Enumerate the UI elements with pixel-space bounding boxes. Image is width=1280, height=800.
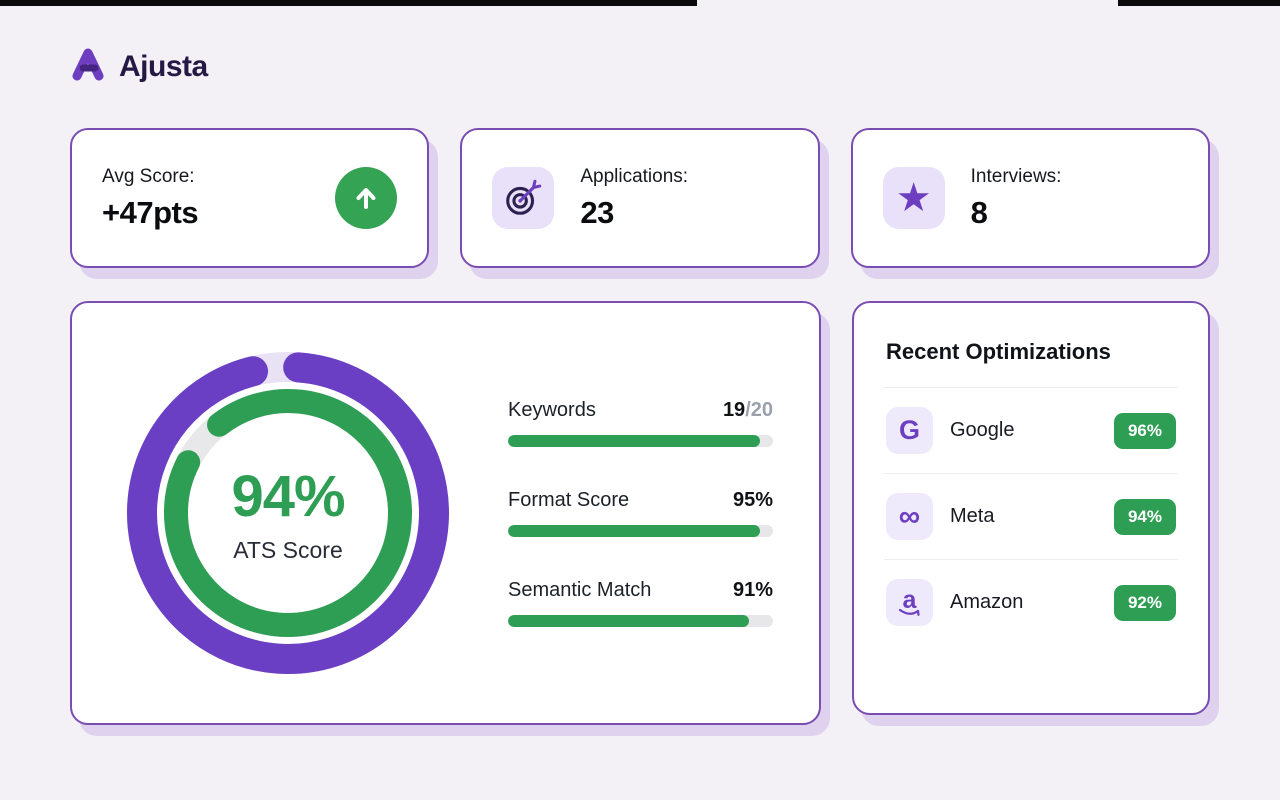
metric-top: Format Score 95%	[508, 489, 773, 512]
stat-label-interviews: Interviews:	[970, 165, 1062, 187]
metric-value: 91%	[733, 579, 773, 602]
donut-rings	[127, 352, 449, 674]
metric-value-main: 91%	[732, 579, 773, 601]
stat-card-avg-score: Avg Score: +47pts	[70, 128, 430, 268]
meta-infinity-glyph: ∞	[898, 499, 921, 533]
company-name: Meta	[950, 505, 995, 527]
main-row: 94% ATS Score Keywords 19/20	[70, 301, 1210, 725]
progress-bar-semantic-match	[508, 615, 773, 627]
ats-donut-chart: 94% ATS Score	[120, 345, 456, 681]
metric-top: Semantic Match 91%	[508, 579, 773, 602]
stat-text: Applications: 23	[580, 166, 787, 231]
metric-label: Format Score	[508, 489, 630, 511]
metric-value-main: 95%	[732, 489, 773, 511]
stat-label-avg-score: Avg Score:	[102, 165, 195, 187]
star-icon: ★	[882, 167, 945, 229]
ajusta-logo-icon	[70, 46, 108, 87]
score-badge: 94%	[1113, 498, 1176, 535]
metric-format-score: Format Score 95%	[508, 489, 773, 537]
stat-value-applications: 23	[580, 194, 614, 230]
donut-center: 94% ATS Score	[120, 345, 456, 681]
metric-value: 95%	[733, 489, 773, 512]
stat-card-interviews: ★ Interviews: 8	[850, 128, 1210, 268]
google-g-glyph: G	[898, 415, 920, 445]
progress-bar-fill	[508, 615, 750, 627]
target-icon	[492, 167, 555, 229]
metric-semantic-match: Semantic Match 91%	[508, 579, 773, 627]
progress-bar-keywords	[508, 435, 773, 447]
amazon-smile-curve	[898, 608, 920, 616]
stat-card-applications: Applications: 23	[460, 128, 820, 268]
score-badge: 96%	[1113, 412, 1176, 449]
metric-label: Semantic Match	[508, 579, 652, 601]
recent-optimizations-title: Recent Optimizations	[886, 339, 1111, 364]
metric-value-main: 19	[722, 399, 746, 421]
stat-text: Avg Score: +47pts	[102, 166, 309, 231]
meta-logo-icon: ∞	[886, 493, 933, 540]
progress-bar-fill	[508, 525, 760, 537]
metric-top: Keywords 19/20	[508, 399, 773, 422]
screen-edge-artifact-right	[1118, 0, 1280, 6]
stat-value-avg-score: +47pts	[102, 194, 199, 230]
recent-optimizations-card: Recent Optimizations G Google 96% ∞ Meta…	[852, 301, 1210, 715]
dashboard-content: Avg Score: +47pts	[70, 128, 1210, 725]
metric-value: 19/20	[723, 399, 773, 422]
stat-text: Interviews: 8	[971, 166, 1178, 231]
company-name: Google	[950, 419, 1015, 441]
metric-label: Keywords	[508, 399, 596, 421]
company-name: Amazon	[950, 591, 1024, 613]
header: Ajusta	[70, 46, 208, 87]
amazon-a-glyph: a	[902, 586, 917, 614]
optimization-row-meta[interactable]: ∞ Meta 94%	[884, 473, 1178, 559]
metric-keywords: Keywords 19/20	[508, 399, 773, 447]
progress-bar-fill	[508, 435, 760, 447]
stat-label-applications: Applications:	[580, 165, 689, 187]
ats-score-value: 94%	[231, 463, 345, 529]
arrow-up-icon	[335, 167, 398, 229]
ats-score-card: 94% ATS Score Keywords 19/20	[70, 301, 821, 725]
score-badge: 92%	[1113, 584, 1176, 621]
ats-score-label: ATS Score	[233, 536, 343, 563]
optimization-row-amazon[interactable]: a Amazon 92%	[884, 559, 1178, 645]
star-glyph: ★	[895, 176, 932, 220]
progress-bar-format-score	[508, 525, 773, 537]
metric-value-suffix: /20	[745, 399, 773, 421]
screen-edge-artifact-left	[0, 0, 697, 6]
google-logo-icon: G	[886, 407, 933, 454]
optimization-row-google[interactable]: G Google 96%	[884, 387, 1178, 473]
stat-value-interviews: 8	[970, 194, 988, 230]
brand-name: Ajusta	[119, 49, 208, 83]
amazon-logo-icon: a	[886, 579, 933, 626]
stats-row: Avg Score: +47pts	[70, 128, 1210, 268]
ats-metrics: Keywords 19/20 Format Score 95%	[508, 399, 773, 627]
